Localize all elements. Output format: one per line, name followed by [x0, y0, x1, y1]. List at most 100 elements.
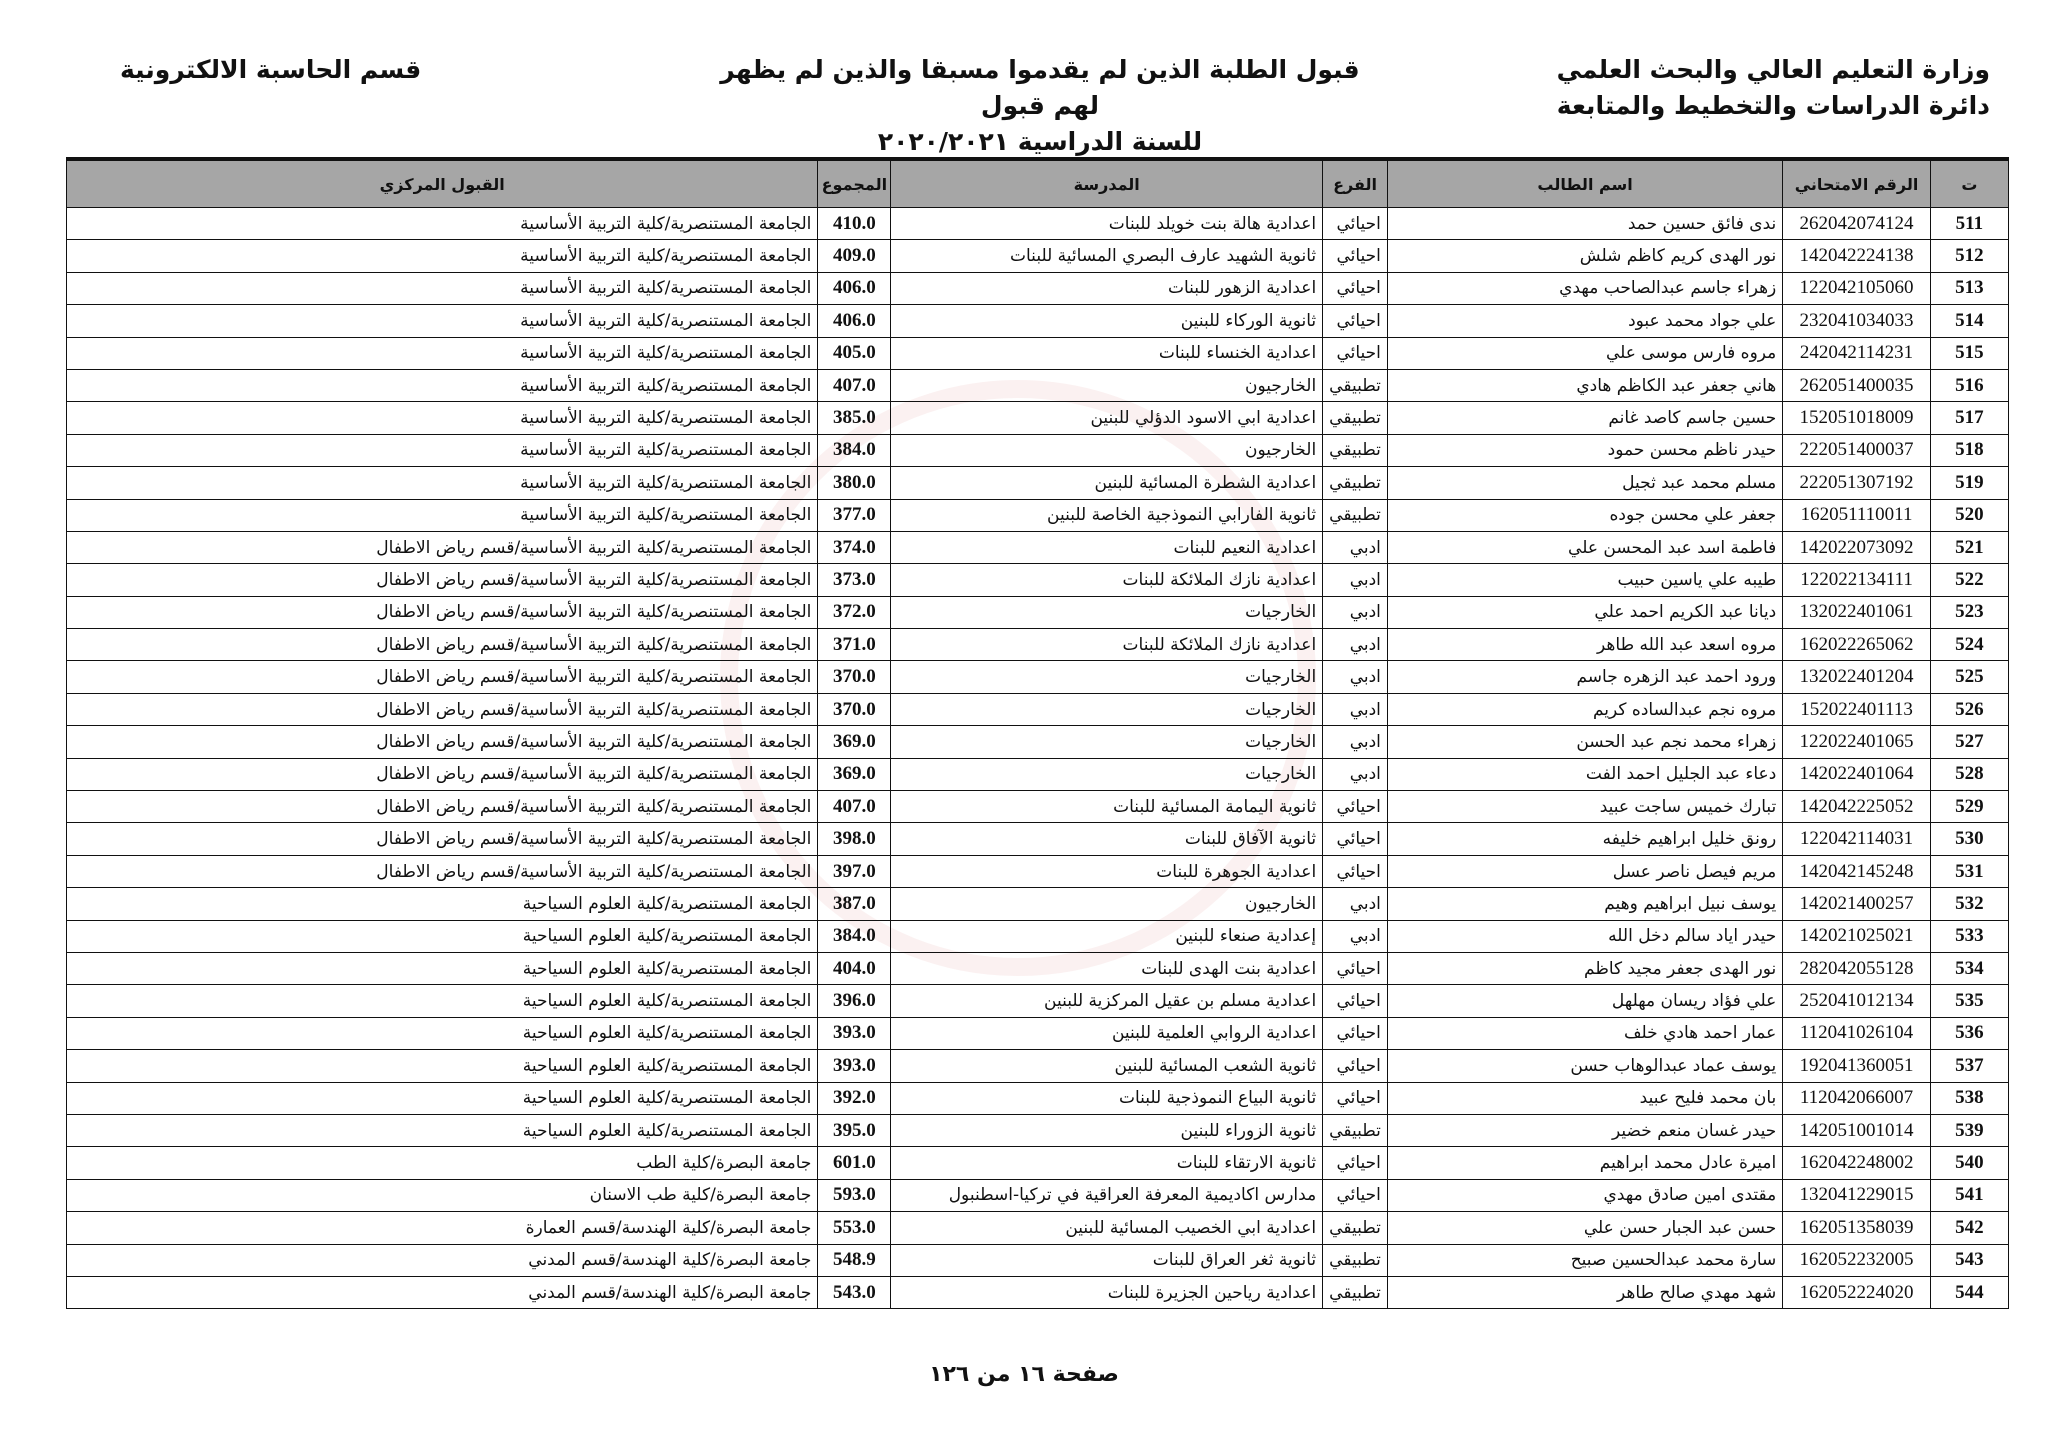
cell-student-name: تبارك خميس ساجت عبيد — [1386, 790, 1784, 824]
cell-total: 384.0 — [817, 919, 892, 953]
cell-exam-number: 152051018009 — [1782, 401, 1931, 435]
cell-total: 398.0 — [817, 822, 892, 856]
cell-student-name: مقتدى امين صادق مهدي — [1386, 1178, 1784, 1213]
cell-exam-number: 142042224138 — [1782, 239, 1931, 273]
cell-exam-number: 242042114231 — [1782, 336, 1931, 370]
cell-central-admission: الجامعة المستنصرية/كلية التربية الأساسية — [65, 304, 819, 338]
table-row: 541 132041229015 مقتدى امين صادق مهدي احيائ… — [65, 1178, 2010, 1213]
table-row: 538 112042066007 بان محمد فليح عبيد احيائي ث… — [65, 1081, 2010, 1115]
cell-serial: 531 — [1929, 854, 2010, 889]
cell-total: 393.0 — [817, 1016, 892, 1051]
cell-serial: 529 — [1929, 790, 2010, 824]
cell-exam-number: 132041229015 — [1782, 1178, 1931, 1213]
cell-branch: ادبي — [1322, 563, 1388, 597]
cell-branch: احيائي — [1322, 271, 1388, 306]
cell-student-name: ديانا عبد الكريم احمد علي — [1386, 595, 1784, 630]
cell-exam-number: 232041034033 — [1782, 304, 1931, 338]
table-row: 530 122042114031 رونق خليل ابراهيم خليفه اح… — [65, 822, 2010, 856]
cell-student-name: ندى فائق حسين حمد — [1386, 206, 1784, 241]
cell-school: اعدادية الزهور للبنات — [890, 271, 1324, 306]
cell-student-name: هاني جعفر عبد الكاظم هادي — [1386, 368, 1784, 403]
cell-total: 371.0 — [817, 628, 892, 662]
cell-total: 373.0 — [817, 563, 892, 597]
cell-branch: تطبيقي — [1322, 1113, 1388, 1148]
cell-central-admission: الجامعة المستنصرية/كلية التربية الأساسية — [65, 239, 819, 273]
cell-central-admission: الجامعة المستنصرية/كلية العلوم السياحية — [65, 1081, 819, 1115]
cell-exam-number: 282042055128 — [1782, 951, 1931, 986]
cell-student-name: حيدر اياد سالم دخل الله — [1386, 919, 1784, 953]
table-row: 516 262051400035 هاني جعفر عبد الكاظم هادي… — [65, 368, 2010, 403]
cell-branch: احيائي — [1322, 336, 1388, 370]
cell-school: الخارجيات — [890, 595, 1324, 630]
cell-central-admission: الجامعة المستنصرية/كلية العلوم السياحية — [65, 1049, 819, 1083]
table-row: 543 162052232005 سارة محمد عبدالحسين صبيح ت… — [65, 1243, 2010, 1277]
cell-serial: 535 — [1929, 984, 2010, 1018]
cell-central-admission: جامعة البصرة/كلية طب الاسنان — [65, 1178, 819, 1213]
cell-exam-number: 132022401204 — [1782, 660, 1931, 694]
cell-school: ثانوية الشهيد عارف البصري المسائية للبنا… — [890, 239, 1324, 273]
cell-central-admission: الجامعة المستنصرية/كلية التربية الأساسية… — [65, 757, 819, 792]
cell-branch: ادبي — [1322, 725, 1388, 759]
table-row: 544 162052224020 شهد مهدي صالح طاهر تطبيقي ا… — [65, 1275, 2010, 1310]
cell-serial: 523 — [1929, 595, 2010, 630]
column-header-school: المدرسة — [890, 157, 1324, 208]
cell-school: ثانوية الشعب المسائية للبنين — [890, 1049, 1324, 1083]
cell-exam-number: 262051400035 — [1782, 368, 1931, 403]
cell-central-admission: الجامعة المستنصرية/كلية التربية الأساسية… — [65, 628, 819, 662]
table-row: 514 232041034033 علي جواد محمد عبود احيائي ث… — [65, 304, 2010, 338]
cell-school: اعدادية الروابي العلمية للبنين — [890, 1016, 1324, 1051]
cell-branch: تطبيقي — [1322, 368, 1388, 403]
cell-serial: 513 — [1929, 271, 2010, 306]
cell-school: اعدادية مسلم بن عقيل المركزية للبنين — [890, 984, 1324, 1018]
cell-serial: 539 — [1929, 1113, 2010, 1148]
cell-student-name: مريم فيصل ناصر عسل — [1386, 854, 1784, 889]
cell-central-admission: الجامعة المستنصرية/كلية التربية الأساسية… — [65, 822, 819, 856]
table-row: 524 162022265062 مروه اسعد عبد الله طاهر اد… — [65, 628, 2010, 662]
cell-school: اعدادية الجوهرة للبنات — [890, 854, 1324, 889]
table-row: 521 142022073092 فاطمة اسد عبد المحسن علي ا… — [65, 530, 2010, 565]
cell-student-name: مروه اسعد عبد الله طاهر — [1386, 628, 1784, 662]
cell-central-admission: الجامعة المستنصرية/كلية التربية الأساسية — [65, 466, 819, 500]
cell-serial: 543 — [1929, 1243, 2010, 1277]
cell-total: 380.0 — [817, 466, 892, 500]
cell-school: اعدادية نازك الملائكة للبنات — [890, 563, 1324, 597]
cell-school: اعدادية ابي الخصيب المسائية للبنين — [890, 1211, 1324, 1245]
cell-serial: 528 — [1929, 757, 2010, 792]
cell-branch: احيائي — [1322, 1178, 1388, 1213]
cell-central-admission: الجامعة المستنصرية/كلية التربية الأساسية — [65, 206, 819, 241]
cell-school: إعدادية صنعاء للبنين — [890, 919, 1324, 953]
cell-branch: احيائي — [1322, 1081, 1388, 1115]
cell-branch: ادبي — [1322, 919, 1388, 953]
cell-school: ثانوية الفارابي النموذجية الخاصة للبنين — [890, 498, 1324, 532]
cell-exam-number: 142021025021 — [1782, 919, 1931, 953]
cell-school: اعدادية بنت الهدى للبنات — [890, 951, 1324, 986]
cell-total: 397.0 — [817, 854, 892, 889]
cell-branch: تطبيقي — [1322, 401, 1388, 435]
column-header-exam-number: الرقم الامتحاني — [1782, 157, 1931, 208]
table-row: 536 112041026104 عمار احمد هادي خلف احيائي ا… — [65, 1016, 2010, 1051]
cell-total: 404.0 — [817, 951, 892, 986]
cell-branch: احيائي — [1322, 951, 1388, 986]
cell-student-name: يوسف عماد عبدالوهاب حسن — [1386, 1049, 1784, 1083]
table-row: 525 132022401204 ورود احمد عبد الزهره جاسم… — [65, 660, 2010, 694]
cell-central-admission: الجامعة المستنصرية/كلية العلوم السياحية — [65, 919, 819, 953]
column-header-central-admission: القبول المركزي — [65, 157, 819, 208]
cell-serial: 533 — [1929, 919, 2010, 953]
cell-branch: احيائي — [1322, 1016, 1388, 1051]
cell-exam-number: 162052224020 — [1782, 1275, 1931, 1310]
table-row: 513 122042105060 زهراء جاسم عبدالصاحب مهدي… — [65, 271, 2010, 306]
table-row: 511 262042074124 ندى فائق حسين حمد احيائي اع… — [65, 206, 2010, 241]
cell-branch: احيائي — [1322, 984, 1388, 1018]
cell-branch: تطبيقي — [1322, 466, 1388, 500]
cell-exam-number: 122042114031 — [1782, 822, 1931, 856]
cell-student-name: مروه فارس موسى علي — [1386, 336, 1784, 370]
cell-serial: 526 — [1929, 692, 2010, 727]
cell-exam-number: 252041012134 — [1782, 984, 1931, 1018]
cell-total: 593.0 — [817, 1178, 892, 1213]
cell-serial: 536 — [1929, 1016, 2010, 1051]
table-row: 526 152022401113 مروه نجم عبدالساده كريم اد… — [65, 692, 2010, 727]
cell-central-admission: الجامعة المستنصرية/كلية التربية الأساسية… — [65, 692, 819, 727]
cell-central-admission: الجامعة المستنصرية/كلية التربية الأساسية… — [65, 854, 819, 889]
cell-central-admission: الجامعة المستنصرية/كلية التربية الأساسية — [65, 433, 819, 468]
cell-school: ثانوية الزوراء للبنين — [890, 1113, 1324, 1148]
